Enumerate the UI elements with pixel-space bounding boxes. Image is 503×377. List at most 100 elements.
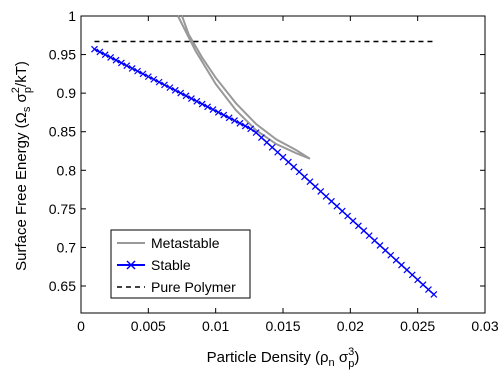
series-stable-marker [139,70,147,78]
series-stable-marker [177,89,185,97]
x-tick-label: 0.02 [337,318,364,334]
series-stable-marker [263,139,271,146]
y-tick-label: 0.85 [49,124,76,140]
series-stable-marker [333,202,341,210]
series-stable-marker [241,122,249,130]
series-stable-marker [182,92,190,100]
x-axis-label-sub-n: n [329,357,335,369]
series-stable-marker [284,158,292,166]
series-stable-marker [425,286,432,294]
legend-label-pure-polymer: Pure Polymer [151,279,236,295]
series-stable-marker [209,106,217,114]
legend-marker-stable [126,260,136,270]
x-axis-label-close: ) [354,349,359,366]
series-stable-marker [408,271,416,279]
series-stable-marker [236,119,244,127]
series-stable-marker [344,212,352,220]
series-stable-marker [322,192,330,200]
y-tick-label: 0.9 [57,85,77,101]
series-stable-marker [144,73,152,81]
series-stable-marker [381,246,389,254]
y-tick-label: 0.8 [57,162,77,178]
series-stable-marker [430,291,438,298]
series-stable-marker [101,51,109,59]
series-stable-marker [155,78,163,86]
series-stable-marker [252,129,260,137]
y-axis-label-close: /kT) [13,61,30,87]
series-stable-marker [365,232,373,240]
series-stable-marker [419,281,427,289]
series-stable-marker [117,59,125,67]
y-axis-label-sub-p: p [22,87,34,93]
series-stable-marker [338,207,346,215]
series-stable-marker [354,222,362,230]
series-stable-marker [258,134,265,141]
x-axis-label: Particle Density (ρn σ3 p) [207,346,360,370]
series-stable-marker [150,75,158,83]
series-stable-marker [301,173,308,181]
series-stable-marker [376,242,384,249]
y-axis-label-sub-s: s [21,106,33,112]
series-stable-marker [171,86,179,94]
series-stable-marker [112,56,120,64]
series-stable-marker [290,163,298,171]
axis-ticks: 0 0.005 0.01 0.015 0.02 0.025 0.03 0.65 0.7 0.75 0… [49,8,499,334]
x-tick-label: 0.015 [265,318,300,334]
series-stable-marker [128,64,136,72]
series-stable-marker [403,266,411,274]
x-axis-label-sigma: σ [335,349,349,366]
series-stable-marker [107,53,115,61]
series-stable-marker [279,153,287,161]
y-axis-label-sup: 2 [10,87,22,93]
series-stable-marker [414,276,422,284]
series-stable-marker [360,227,368,235]
series-stable-marker [188,95,195,103]
series-stable-marker [317,188,325,195]
series-stable-marker [349,217,357,225]
series-stable-marker [220,111,228,119]
y-axis-label-sigma: σ [13,92,30,106]
y-tick-label: 0.75 [49,201,76,217]
series-stable-marker [96,48,104,56]
x-tick-label: 0 [77,318,85,334]
y-axis-label: Surface Free Energy (Ωs σ2p/kT) [10,61,34,271]
series-stable-marker [91,45,98,53]
x-tick-label: 0.03 [471,318,498,334]
series-stable-marker [231,117,238,124]
y-tick-label: 0.95 [49,47,76,63]
x-tick-label: 0.005 [131,318,166,334]
legend: Metastable Stable Pure Polymer [110,229,251,299]
series-stable-marker [134,67,141,75]
series-stable-marker [311,183,319,191]
series-stable-marker [398,261,405,269]
legend-label-metastable: Metastable [151,235,220,251]
x-axis-label-sub-p: p [348,358,354,370]
series-stable-marker [274,148,282,156]
series-stable-marker [268,143,276,151]
series-stable-marker [166,84,174,92]
y-tick-label: 0.7 [57,239,77,255]
series-stable-marker [295,168,303,176]
series-stable-marker [214,108,222,116]
series-layer [91,15,438,298]
series-stable-marker [193,97,201,105]
series-stable-marker [198,100,206,108]
y-tick-label: 1 [68,8,76,24]
legend-label-stable: Stable [151,257,191,273]
series-stable-marker [392,256,400,264]
series-stable-marker [247,125,255,133]
x-tick-label: 0.025 [400,318,435,334]
series-stable-marker [328,197,335,205]
series-stable-marker [387,251,395,259]
y-axis-label-main: Surface Free Energy (Ω [13,112,30,271]
series-stable-marker [306,178,314,186]
series-metastable-line [177,15,311,160]
series-stable-marker [161,81,168,89]
y-tick-label: 0.65 [49,278,76,294]
x-axis-label-sup: 3 [348,346,354,358]
series-stable-marker [123,62,131,70]
x-axis-label-main: Particle Density (ρ [207,349,329,366]
series-stable-marker [225,114,233,122]
series-stable-marker [204,103,212,111]
